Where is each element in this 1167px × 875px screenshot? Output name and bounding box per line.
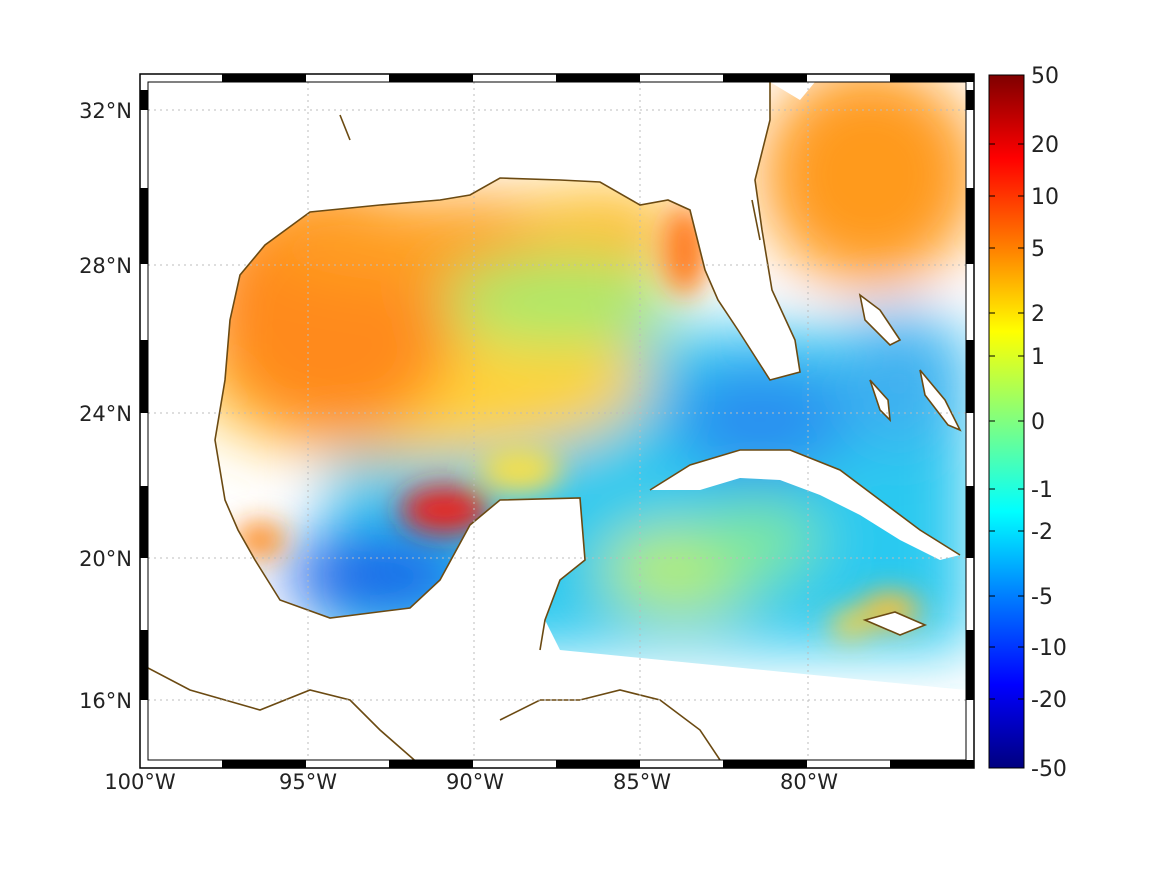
colorbar-tick-label: 0: [1031, 410, 1045, 435]
lat-tick-label: 28°N: [79, 254, 132, 278]
lon-tick-label: 90°W: [446, 770, 504, 794]
colorbar-tick-label: 50: [1031, 64, 1059, 89]
colorbar-tick-label: 20: [1031, 133, 1059, 158]
colorbar-tick-label: -2: [1031, 520, 1053, 545]
lat-tick-label: 16°N: [79, 689, 132, 713]
lon-tick-label: 85°W: [613, 770, 671, 794]
lon-tick-label: 100°W: [104, 770, 176, 794]
colorbar-tick-label: 5: [1031, 237, 1045, 262]
lon-tick-label: 95°W: [279, 770, 337, 794]
colorbar-tick-label: 10: [1031, 185, 1059, 210]
latitude-axis: 32°N 28°N 24°N 20°N 16°N: [79, 99, 132, 713]
longitude-axis: 100°W 95°W 90°W 85°W 80°W: [104, 770, 838, 794]
colorbar-tick-label: 1: [1031, 345, 1045, 370]
lat-tick-label: 32°N: [79, 99, 132, 123]
colorbar-tick-label: -5: [1031, 585, 1053, 610]
coastline: [148, 82, 962, 760]
grid-lines: [148, 82, 966, 760]
map-frame: [139, 73, 975, 769]
colorbar-tick-label: -10: [1031, 636, 1067, 661]
land-mask: [148, 82, 966, 760]
colorbar-tick-label: -20: [1031, 688, 1067, 713]
lat-tick-label: 24°N: [79, 402, 132, 426]
data-field: [148, 82, 966, 760]
colorbar-tick-label: -50: [1031, 757, 1067, 782]
colorbar-tick-label: 2: [1031, 302, 1045, 327]
lat-tick-label: 20°N: [79, 547, 132, 571]
colorbar-tick-label: -1: [1031, 478, 1053, 503]
lon-tick-label: 80°W: [780, 770, 838, 794]
